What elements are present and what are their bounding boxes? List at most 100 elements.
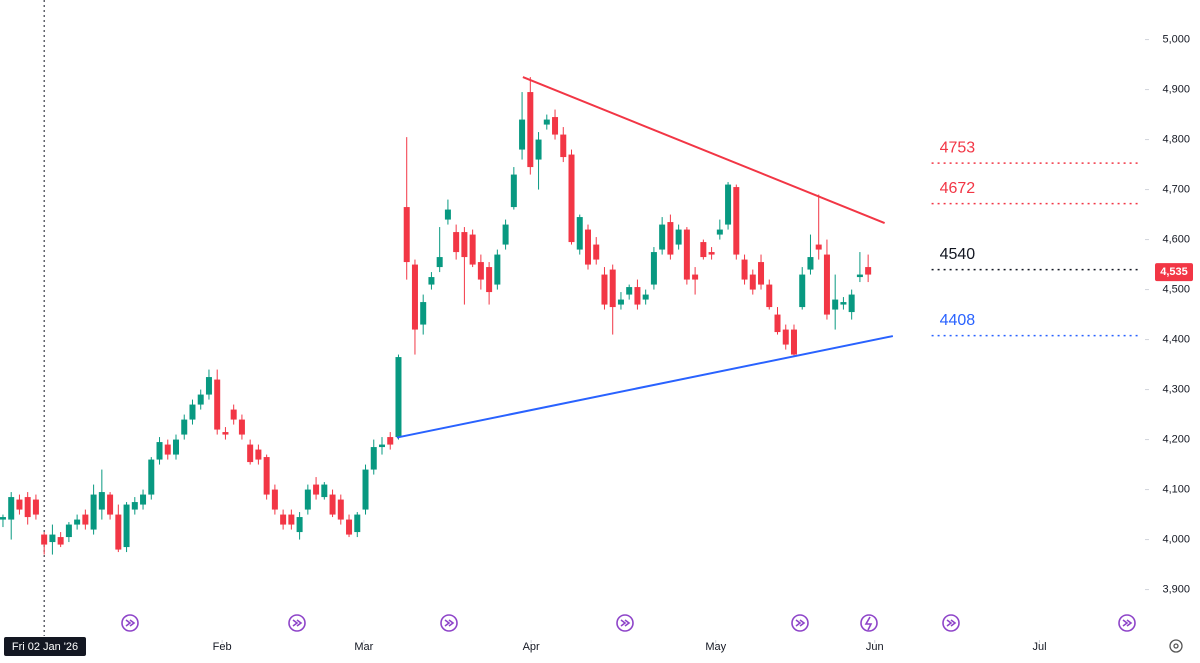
candle-body [659,224,666,250]
candle-body [782,329,789,345]
crosshair-tag [4,637,86,656]
x-tick-label: Mar [354,641,373,653]
candle-body [708,252,715,255]
candle-body [107,494,114,515]
candle-body [230,409,237,420]
candle-body [510,174,517,208]
candle-body [222,432,229,435]
x-tick-label: Jun [866,641,884,653]
candle-body [519,119,526,150]
candle-body [700,242,707,258]
event-icon[interactable] [791,614,809,632]
x-tick-label: Feb [213,641,232,653]
trendline [396,335,894,439]
y-tick-label: 4,700 [1162,183,1190,195]
y-tick-label: 4,400 [1162,333,1190,345]
candle-body [370,447,377,470]
candle-body [0,517,6,520]
settings-icon[interactable] [1169,639,1183,653]
x-tick-label: Apr [523,641,540,653]
candle-body [173,439,180,455]
candle-body [675,229,682,245]
candle-body [865,267,872,275]
candle-body [634,287,641,305]
candle-body [362,469,369,510]
candle-body [82,514,89,525]
candle-body [543,119,550,125]
candle-body [486,267,493,293]
candle-body [148,459,155,495]
candle-body [774,314,781,333]
candle-body [650,252,657,285]
candle-body [329,494,336,515]
candle-body [626,287,633,295]
candle-body [403,207,410,263]
candle-body [280,514,287,525]
candle-body [799,274,806,308]
x-tick-label: May [705,641,726,653]
candle-body [156,442,163,460]
level-label: 4753 [940,139,976,156]
candle-body [57,537,64,545]
candle-body [115,514,122,550]
event-icon[interactable] [440,614,458,632]
candle-body [790,329,797,355]
candle-body [617,299,624,305]
event-icon[interactable] [942,614,960,632]
candle-body [725,184,732,225]
level-label: 4408 [940,312,976,329]
event-icon[interactable] [1118,614,1136,632]
candle-body [692,274,699,280]
candle-body [346,519,353,535]
event-icons [121,614,1183,653]
candle-body [461,232,468,258]
candle-body [123,504,130,548]
candle-body [428,277,435,285]
candle-body [24,497,31,518]
candle-body [395,357,402,438]
candle-body [593,244,600,260]
candle-body [98,492,105,510]
candle-body [832,299,839,310]
candle-body [477,262,484,280]
candle-body [238,419,245,435]
candle-body [41,534,48,545]
candle-body [609,269,616,308]
candle-body [49,534,56,543]
event-icon[interactable] [616,614,634,632]
event-icon[interactable] [288,614,306,632]
candle-body [667,222,674,255]
candle-body [197,394,204,405]
y-tick-label: 3,900 [1162,583,1190,595]
candle-body [749,274,756,290]
last-price-tag [1155,263,1193,282]
candle-body [271,489,278,510]
candle-body [140,494,147,505]
event-icon[interactable] [121,614,139,632]
candle-body [16,499,23,510]
candle-body [420,302,427,325]
candle-body [65,524,72,538]
candle-body [642,294,649,300]
candle-body [205,377,212,395]
candle-body [436,257,443,268]
plot: 4753 4672 4540 4408 [0,0,1141,636]
trendline [522,76,885,224]
candle-body [8,497,15,520]
x-tick-label: Jul [1032,641,1046,653]
y-tick-label: 4,000 [1162,533,1190,545]
candle-body [494,254,501,285]
candle-body [741,259,748,280]
candle-body [766,284,773,308]
level-label: 4540 [940,246,976,263]
crosshair-label: Fri 02 Jan '26 [12,641,78,653]
candle-body [807,257,814,270]
candle-body [469,234,476,265]
candle-body [601,274,608,305]
candle-body [411,264,418,330]
candle-body [296,517,303,533]
event-icon[interactable] [860,614,878,632]
candle-body [288,514,295,525]
y-tick-label: 4,500 [1162,283,1190,295]
